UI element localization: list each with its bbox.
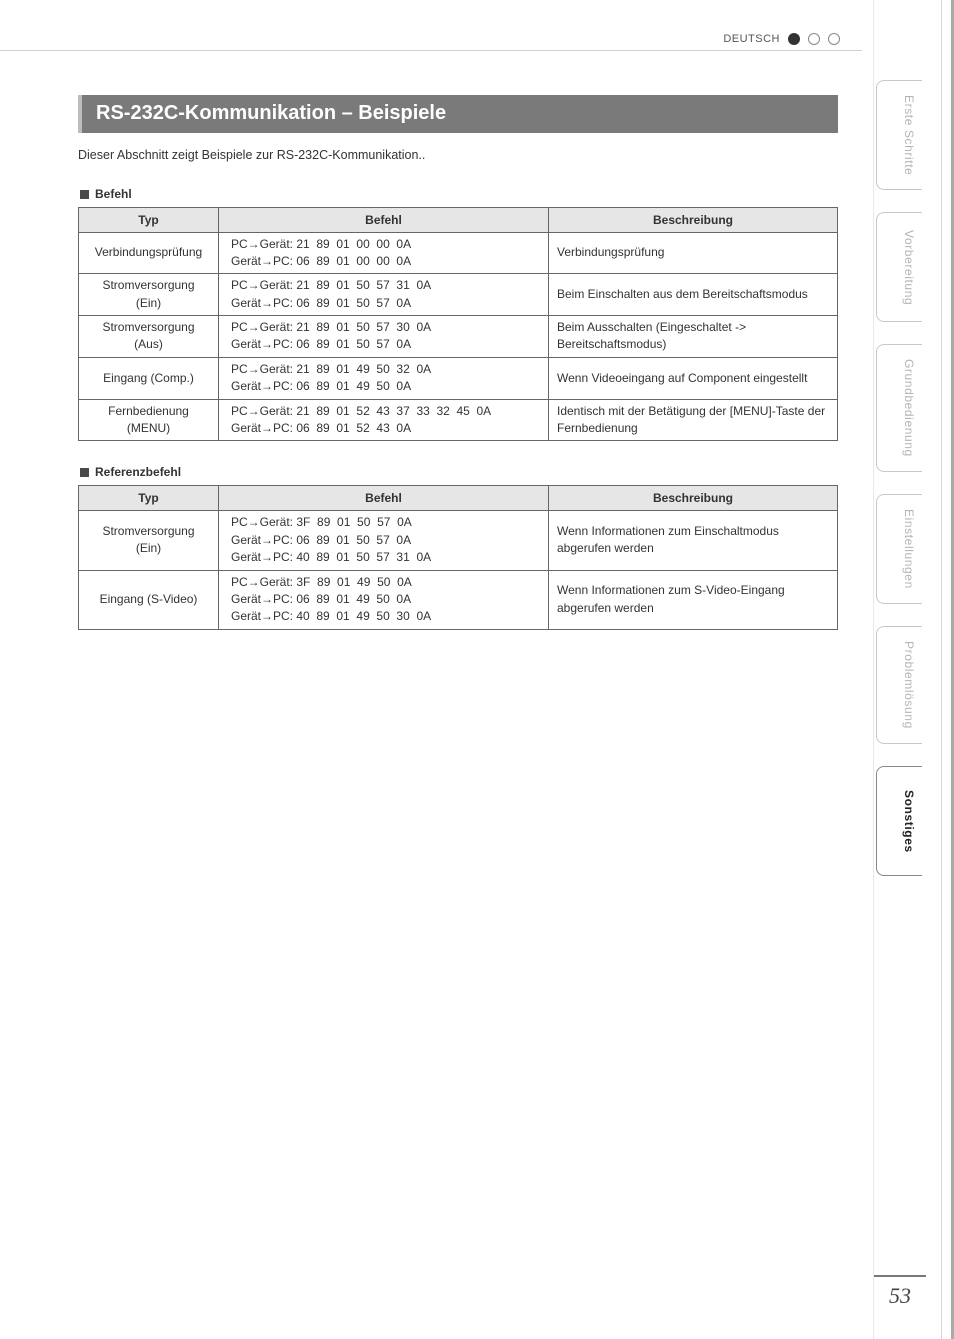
language-dot-filled-icon [788, 33, 800, 45]
table-header-desc: Beschreibung [549, 207, 838, 232]
cell-cmd: PC→Gerät: 21 89 01 50 57 30 0A Gerät→PC:… [219, 316, 549, 358]
cell-desc: Wenn Informationen zum S-Video-Eingang a… [549, 570, 838, 629]
referenz-table: Typ Befehl Beschreibung Stromversorgung … [78, 485, 838, 629]
table-row: Verbindungsprüfung PC→Gerät: 21 89 01 00… [79, 232, 838, 274]
section-label-befehl: Befehl [80, 187, 838, 201]
table-header-type: Typ [79, 486, 219, 511]
cell-cmd: PC→Gerät: 3F 89 01 50 57 0A Gerät→PC: 06… [219, 511, 549, 570]
table-row: Fernbedienung (MENU) PC→Gerät: 21 89 01 … [79, 399, 838, 441]
main-content: RS-232C-Kommunikation – Beispiele Dieser… [78, 95, 838, 654]
language-dot-empty-icon [808, 33, 820, 45]
cell-desc: Beim Ausschalten (Eingeschaltet -> Berei… [549, 316, 838, 358]
cell-type: Fernbedienung (MENU) [79, 399, 219, 441]
header-divider [0, 50, 862, 51]
side-tab-erste-schritte[interactable]: Erste Schritte [876, 80, 922, 190]
page-title: RS-232C-Kommunikation – Beispiele [78, 95, 838, 133]
header-bar: DEUTSCH [0, 32, 862, 46]
side-tab-einstellungen[interactable]: Einstellungen [876, 494, 922, 604]
page-edge-inner [941, 0, 942, 1339]
cell-desc: Verbindungsprüfung [549, 232, 838, 274]
table-row: Stromversorgung (Ein) PC→Gerät: 3F 89 01… [79, 511, 838, 570]
cell-cmd: PC→Gerät: 21 89 01 00 00 0A Gerät→PC: 06… [219, 232, 549, 274]
page-edge-mid [873, 0, 874, 1339]
cell-cmd: PC→Gerät: 21 89 01 52 43 37 33 32 45 0A … [219, 399, 549, 441]
language-dot-empty-icon [828, 33, 840, 45]
table-header-cmd: Befehl [219, 486, 549, 511]
side-tab-vorbereitung[interactable]: Vorbereitung [876, 212, 922, 322]
cell-type: Eingang (Comp.) [79, 357, 219, 399]
side-tab-grundbedienung[interactable]: Grundbedienung [876, 344, 922, 472]
table-header-desc: Beschreibung [549, 486, 838, 511]
table-header-cmd: Befehl [219, 207, 549, 232]
section-label-referenz: Referenzbefehl [80, 465, 838, 479]
table-header-type: Typ [79, 207, 219, 232]
cell-type: Verbindungsprüfung [79, 232, 219, 274]
side-tab-problemloesung[interactable]: Problemlösung [876, 626, 922, 744]
befehl-table: Typ Befehl Beschreibung Verbindungsprüfu… [78, 207, 838, 442]
language-label: DEUTSCH [723, 33, 780, 45]
cell-desc: Wenn Videoeingang auf Component eingeste… [549, 357, 838, 399]
cell-cmd: PC→Gerät: 21 89 01 49 50 32 0A Gerät→PC:… [219, 357, 549, 399]
page-number-box: 53 [874, 1275, 926, 1309]
intro-text: Dieser Abschnitt zeigt Beispiele zur RS-… [78, 147, 838, 165]
table-row: Eingang (S-Video) PC→Gerät: 3F 89 01 49 … [79, 570, 838, 629]
cell-type: Stromversorgung (Ein) [79, 274, 219, 316]
cell-desc: Identisch mit der Betätigung der [MENU]-… [549, 399, 838, 441]
cell-type: Stromversorgung (Ein) [79, 511, 219, 570]
side-tabs: Erste Schritte Vorbereitung Grundbedienu… [876, 80, 922, 876]
cell-type: Eingang (S-Video) [79, 570, 219, 629]
table-row: Stromversorgung (Ein) PC→Gerät: 21 89 01… [79, 274, 838, 316]
cell-desc: Wenn Informationen zum Einschaltmodus ab… [549, 511, 838, 570]
cell-cmd: PC→Gerät: 3F 89 01 49 50 0A Gerät→PC: 06… [219, 570, 549, 629]
cell-desc: Beim Einschalten aus dem Bereitschaftsmo… [549, 274, 838, 316]
side-tab-sonstiges[interactable]: Sonstiges [876, 766, 922, 876]
table-row: Stromversorgung (Aus) PC→Gerät: 21 89 01… [79, 316, 838, 358]
cell-type: Stromversorgung (Aus) [79, 316, 219, 358]
page-number: 53 [889, 1283, 911, 1308]
table-row: Eingang (Comp.) PC→Gerät: 21 89 01 49 50… [79, 357, 838, 399]
cell-cmd: PC→Gerät: 21 89 01 50 57 31 0A Gerät→PC:… [219, 274, 549, 316]
